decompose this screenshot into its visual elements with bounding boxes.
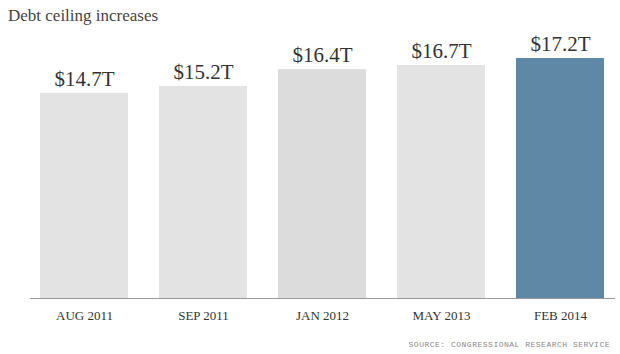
html-text:Debt ceiling increases: Debt ceiling increases: [8, 6, 159, 25]
svg-text:FEB 2014: FEB 2014: [534, 308, 588, 323]
svg-text:JAN 2012: JAN 2012: [296, 308, 349, 323]
svg-text:$16.4T: $16.4T: [292, 43, 352, 67]
svg-text:SEP 2011: SEP 2011: [178, 308, 229, 323]
svg-text:$14.7T: $14.7T: [54, 67, 114, 91]
svg-text:$17.2T: $17.2T: [530, 32, 590, 56]
svg-text:$15.2T: $15.2T: [173, 60, 233, 84]
svg-text:$16.7T: $16.7T: [411, 39, 471, 63]
svg-text:AUG 2011: AUG 2011: [56, 308, 113, 323]
svg-text:MAY 2013: MAY 2013: [413, 308, 471, 323]
html-text:SOURCE: CONGRESSIONAL RESEARCH: SOURCE: CONGRESSIONAL RESEARCH SERVICE: [408, 340, 610, 349]
